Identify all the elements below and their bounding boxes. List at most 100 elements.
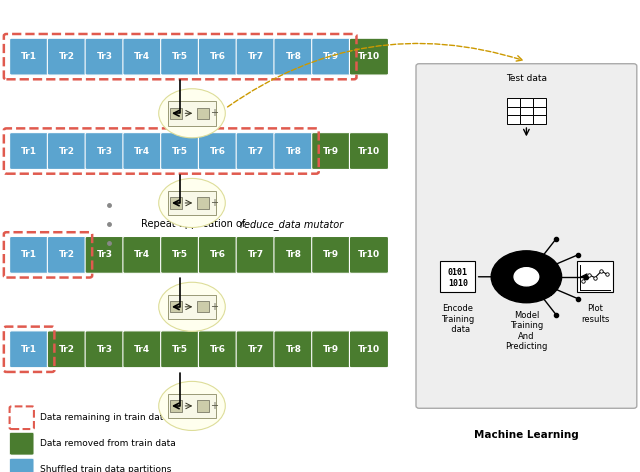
Bar	[532, 107, 545, 115]
Text: Tr8: Tr8	[285, 52, 301, 61]
Text: Tr1: Tr1	[21, 345, 37, 354]
Text: +: +	[210, 401, 218, 411]
Text: Tr2: Tr2	[59, 52, 75, 61]
Text: Repeat application of: Repeat application of	[141, 219, 248, 229]
FancyBboxPatch shape	[123, 236, 162, 273]
FancyBboxPatch shape	[10, 331, 49, 368]
Bar	[520, 115, 532, 124]
FancyBboxPatch shape	[168, 101, 216, 126]
FancyBboxPatch shape	[543, 258, 552, 264]
FancyBboxPatch shape	[170, 400, 182, 412]
FancyBboxPatch shape	[85, 331, 124, 368]
Text: Model
Training
And
Predicting: Model Training And Predicting	[505, 311, 548, 351]
Text: Tr2: Tr2	[59, 345, 75, 354]
Text: Tr6: Tr6	[210, 146, 226, 156]
FancyBboxPatch shape	[500, 289, 509, 295]
Circle shape	[159, 89, 225, 138]
Text: Encode
Training
  data: Encode Training data	[441, 304, 474, 334]
Text: Tr4: Tr4	[134, 345, 150, 354]
Bar	[507, 107, 520, 115]
Text: Tr7: Tr7	[248, 146, 264, 156]
Text: Tr7: Tr7	[248, 52, 264, 61]
Text: +: +	[210, 108, 218, 118]
Bar	[520, 107, 532, 115]
Text: Tr3: Tr3	[97, 250, 113, 260]
FancyBboxPatch shape	[197, 400, 209, 412]
Bar	[507, 98, 520, 107]
FancyBboxPatch shape	[10, 406, 34, 429]
Circle shape	[159, 282, 225, 331]
Text: Tr1: Tr1	[21, 250, 37, 260]
FancyBboxPatch shape	[85, 236, 124, 273]
FancyBboxPatch shape	[577, 261, 612, 292]
FancyBboxPatch shape	[349, 331, 388, 368]
Circle shape	[514, 268, 539, 286]
Text: Tr3: Tr3	[97, 146, 113, 156]
FancyBboxPatch shape	[492, 273, 501, 280]
Text: Tr6: Tr6	[210, 250, 226, 260]
Circle shape	[159, 178, 225, 228]
FancyBboxPatch shape	[10, 458, 34, 472]
Text: Tr6: Tr6	[210, 345, 226, 354]
Text: Shuffled train data partitions: Shuffled train data partitions	[40, 465, 171, 472]
FancyBboxPatch shape	[312, 38, 351, 75]
FancyBboxPatch shape	[236, 236, 275, 273]
Text: Tr2: Tr2	[59, 146, 75, 156]
Text: Tr4: Tr4	[134, 52, 150, 61]
FancyBboxPatch shape	[168, 191, 216, 215]
Text: Tr5: Tr5	[172, 250, 188, 260]
FancyBboxPatch shape	[522, 252, 531, 258]
Text: Plot
results: Plot results	[581, 304, 609, 324]
FancyBboxPatch shape	[161, 38, 200, 75]
FancyBboxPatch shape	[123, 133, 162, 169]
FancyBboxPatch shape	[312, 331, 351, 368]
FancyBboxPatch shape	[236, 331, 275, 368]
Text: Tr9: Tr9	[323, 52, 339, 61]
Bar	[507, 115, 520, 124]
FancyBboxPatch shape	[197, 301, 209, 312]
FancyBboxPatch shape	[161, 331, 200, 368]
Text: +: +	[210, 302, 218, 312]
FancyBboxPatch shape	[161, 133, 200, 169]
FancyBboxPatch shape	[274, 133, 313, 169]
Text: Tr6: Tr6	[210, 52, 226, 61]
Text: Tr7: Tr7	[248, 345, 264, 354]
Text: Tr8: Tr8	[285, 345, 301, 354]
FancyBboxPatch shape	[47, 38, 86, 75]
FancyBboxPatch shape	[198, 133, 237, 169]
Text: Test data: Test data	[506, 74, 547, 83]
FancyBboxPatch shape	[349, 133, 388, 169]
FancyBboxPatch shape	[312, 236, 351, 273]
Text: Tr4: Tr4	[134, 146, 150, 156]
Circle shape	[492, 251, 562, 303]
FancyBboxPatch shape	[440, 261, 476, 292]
Text: Tr8: Tr8	[285, 146, 301, 156]
FancyBboxPatch shape	[274, 38, 313, 75]
Text: +: +	[210, 198, 218, 208]
FancyBboxPatch shape	[197, 108, 209, 119]
FancyBboxPatch shape	[543, 289, 552, 295]
Text: Tr10: Tr10	[358, 250, 380, 260]
FancyBboxPatch shape	[312, 133, 351, 169]
FancyBboxPatch shape	[170, 108, 182, 119]
FancyBboxPatch shape	[198, 331, 237, 368]
Circle shape	[159, 381, 225, 430]
FancyBboxPatch shape	[10, 133, 49, 169]
Text: 0101
1010: 0101 1010	[448, 269, 468, 288]
Text: Data remaining in train data: Data remaining in train data	[40, 413, 168, 422]
FancyBboxPatch shape	[47, 331, 86, 368]
FancyBboxPatch shape	[236, 133, 275, 169]
FancyBboxPatch shape	[123, 38, 162, 75]
FancyBboxPatch shape	[274, 331, 313, 368]
Text: Tr9: Tr9	[323, 146, 339, 156]
Text: Tr5: Tr5	[172, 345, 188, 354]
Bar	[532, 98, 545, 107]
Text: Tr4: Tr4	[134, 250, 150, 260]
Text: Tr10: Tr10	[358, 146, 380, 156]
Bar	[520, 98, 532, 107]
Text: Tr10: Tr10	[358, 345, 380, 354]
Text: Tr2: Tr2	[59, 250, 75, 260]
Text: Tr3: Tr3	[97, 52, 113, 61]
Text: Tr9: Tr9	[323, 250, 339, 260]
Text: Data removed from train data: Data removed from train data	[40, 439, 175, 448]
